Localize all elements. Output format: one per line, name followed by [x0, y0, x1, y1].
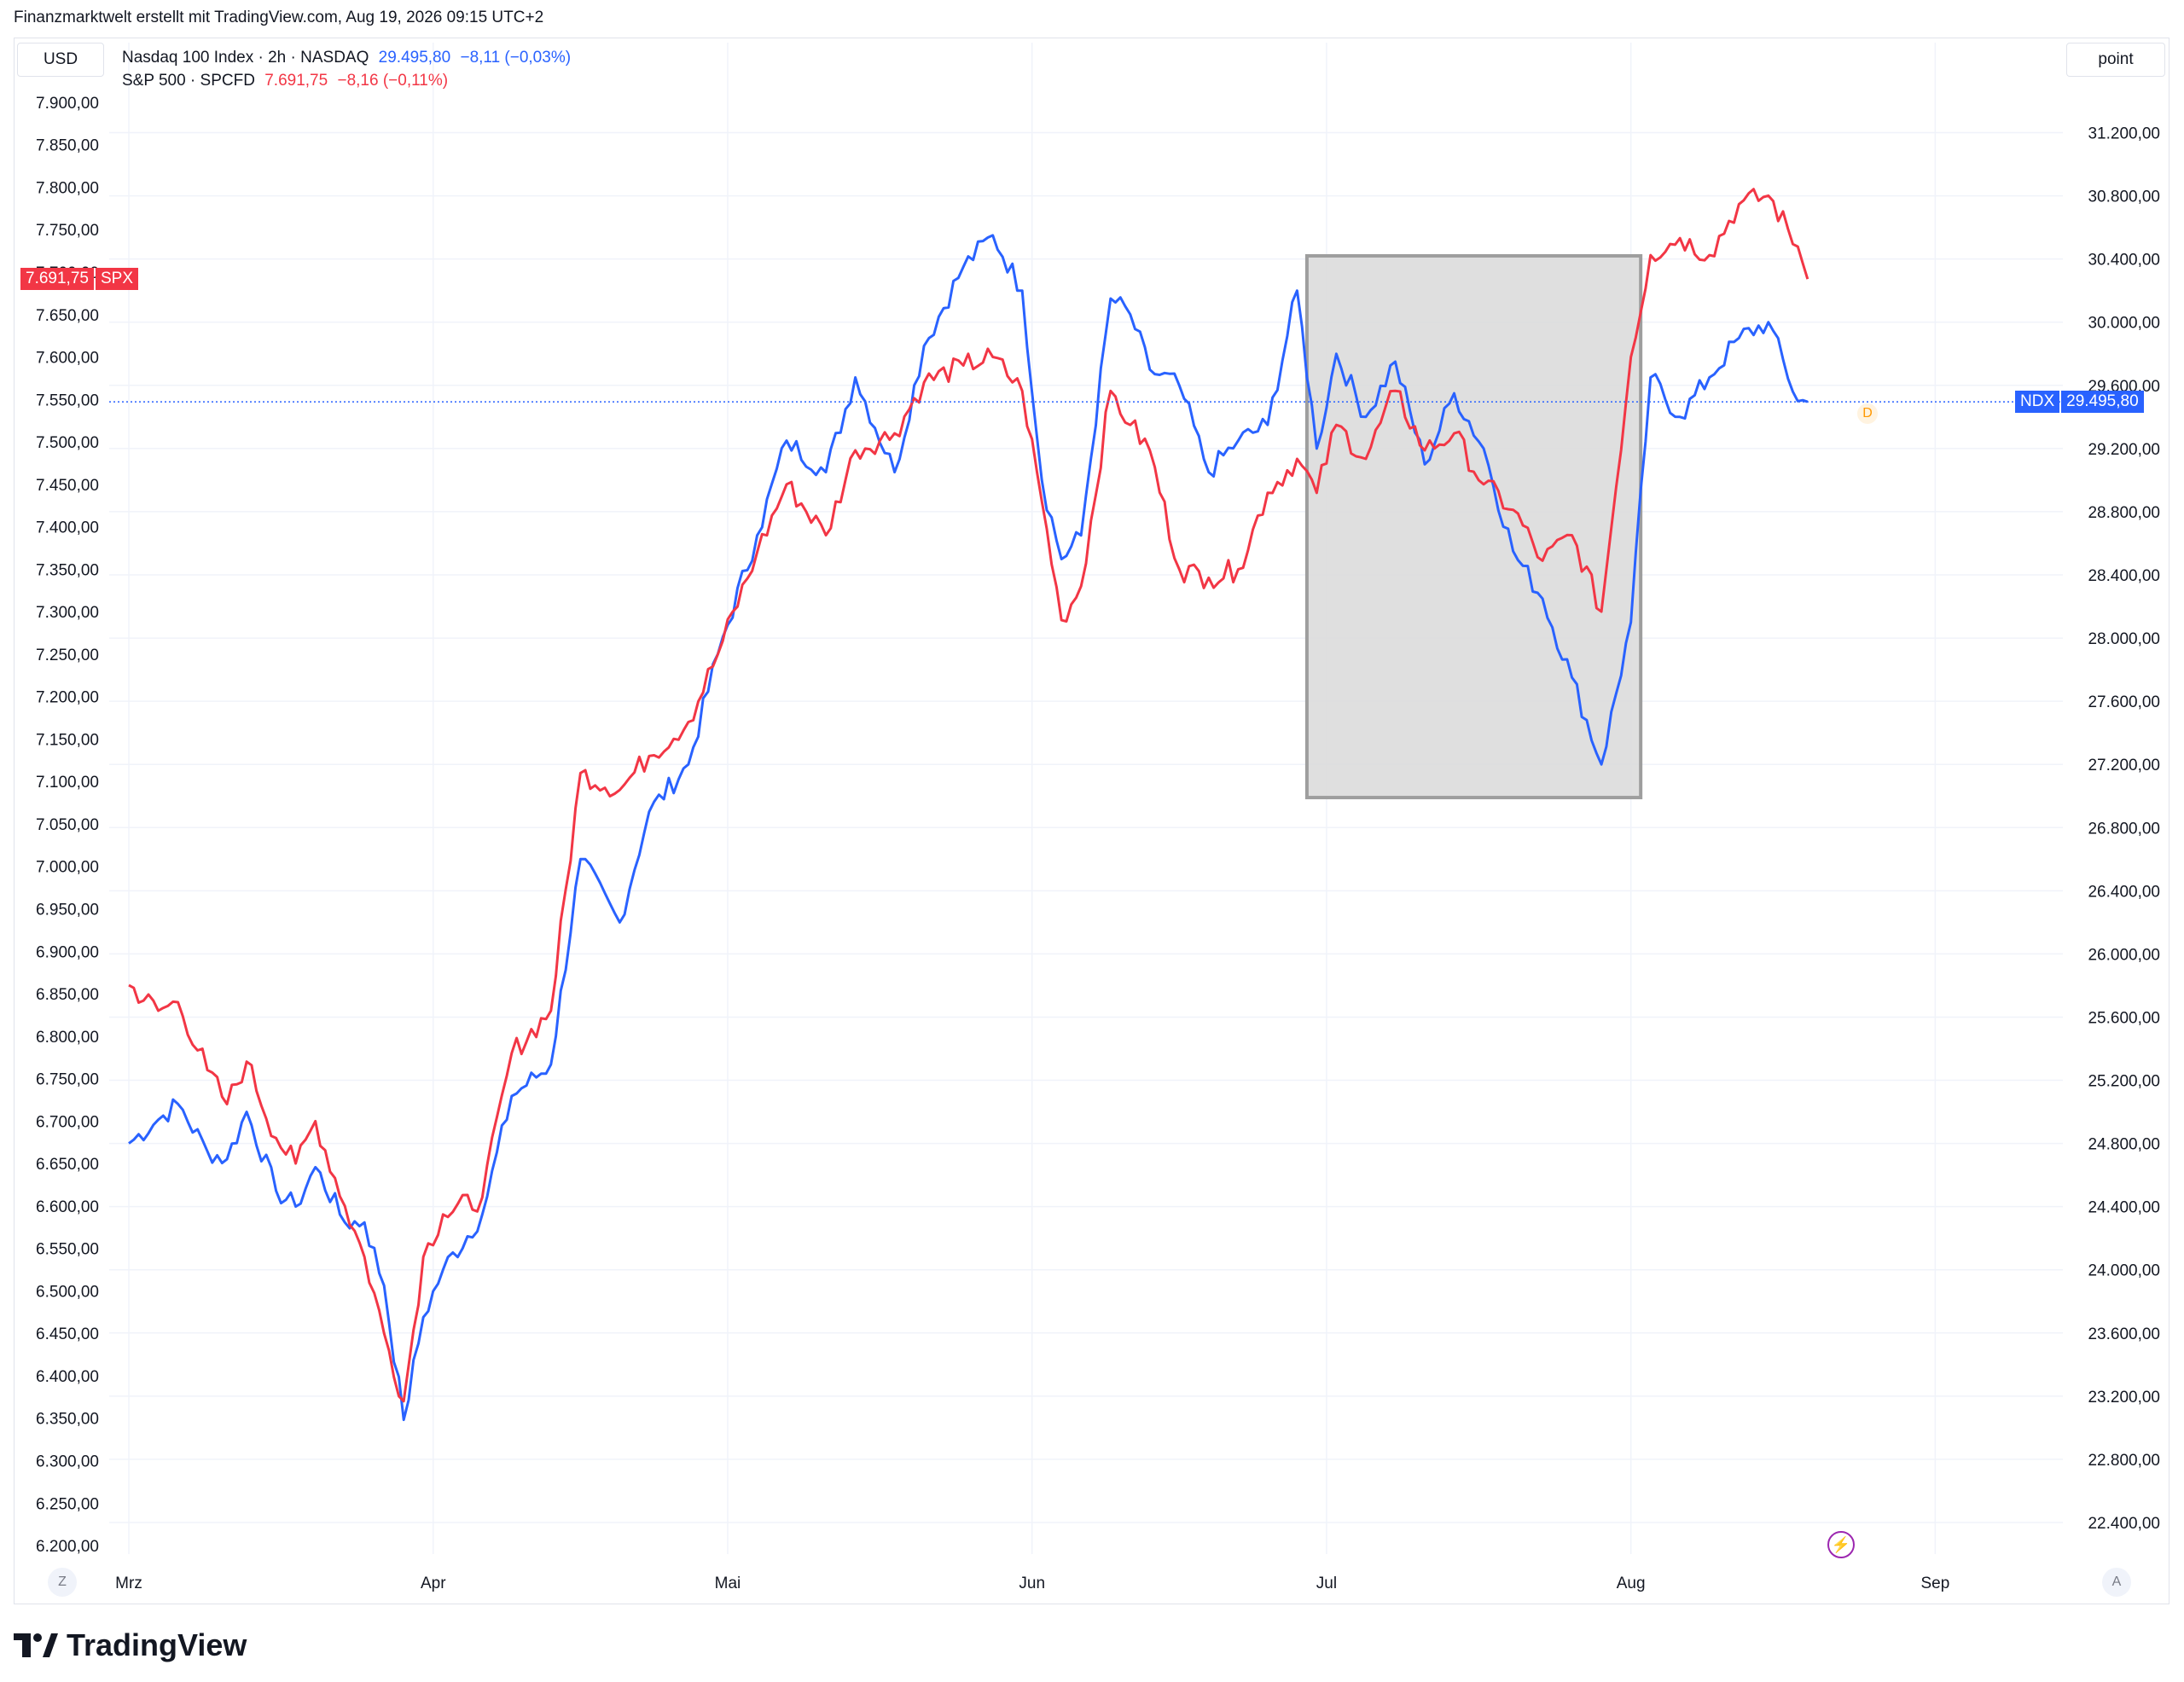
left-tick-label: 6.500,00 — [36, 1283, 99, 1301]
right-tick-label: 26.800,00 — [2088, 820, 2160, 838]
left-tick-label: 6.400,00 — [36, 1368, 99, 1386]
chart-attribution: Finanzmarktwelt erstellt mit TradingView… — [14, 9, 544, 26]
right-tick-label: 27.200,00 — [2088, 757, 2160, 774]
left-tick-label: 6.300,00 — [36, 1453, 99, 1471]
right-tick-label: 28.000,00 — [2088, 630, 2160, 648]
tradingview-logo-text: TradingView — [67, 1627, 247, 1662]
spx-price-badge: 7.691,75 SPX — [20, 268, 138, 291]
x-tick-label: Jul — [1316, 1575, 1337, 1592]
left-tick-label: 7.550,00 — [36, 392, 99, 409]
left-tick-label: 6.700,00 — [36, 1113, 99, 1131]
right-tick-label: 28.400,00 — [2088, 567, 2160, 585]
ndx-line — [128, 234, 1809, 1422]
x-tick-label: Aug — [1617, 1575, 1646, 1592]
left-tick-label: 7.250,00 — [36, 647, 99, 664]
ndx-badge-ticker: NDX — [2015, 391, 2060, 414]
dividend-marker[interactable]: D — [1857, 403, 1878, 425]
right-tick-label: 23.600,00 — [2088, 1325, 2160, 1343]
right-tick-label: 30.800,00 — [2088, 188, 2160, 206]
ndx-price-badge: NDX 29.495,80 — [2015, 391, 2144, 414]
right-tick-label: 22.800,00 — [2088, 1452, 2160, 1470]
left-tick-label: 6.350,00 — [36, 1411, 99, 1429]
left-tick-label: 6.900,00 — [36, 943, 99, 961]
auto-scale-button[interactable]: A — [2102, 1568, 2131, 1597]
tradingview-logo[interactable]: TradingView — [14, 1627, 247, 1663]
highlight-rectangle — [1304, 253, 1643, 800]
time-axis: Mrz Apr Mai Jun Jul Aug Sep — [115, 1575, 1949, 1592]
x-tick-label: Sep — [1920, 1575, 1949, 1592]
legend-spx-value: 7.691,75 — [264, 72, 328, 90]
left-tick-label: 7.850,00 — [36, 137, 99, 155]
right-tick-label: 23.200,00 — [2088, 1389, 2160, 1406]
right-tick-label: 26.400,00 — [2088, 883, 2160, 901]
legend-ndx-change: −8,11 (−0,03%) — [460, 49, 572, 67]
left-tick-label: 7.350,00 — [36, 561, 99, 579]
left-tick-label: 6.550,00 — [36, 1241, 99, 1259]
left-tick-label: 6.950,00 — [36, 902, 99, 919]
right-axis: 31.200,0030.800,0030.400,0030.000,0029.6… — [2088, 125, 2160, 1533]
left-tick-label: 7.450,00 — [36, 477, 99, 495]
legend-spx[interactable]: S&P 500 · SPCFD 7.691,75 −8,16 (−0,11%) — [122, 72, 453, 90]
x-tick-label: Apr — [421, 1575, 446, 1592]
series-lines — [128, 188, 1809, 1422]
right-tick-label: 29.200,00 — [2088, 441, 2160, 459]
ndx-badge-value: 29.495,80 — [2061, 391, 2144, 414]
left-tick-label: 6.750,00 — [36, 1071, 99, 1089]
left-tick-label: 6.600,00 — [36, 1198, 99, 1216]
left-tick-label: 7.300,00 — [36, 604, 99, 622]
left-tick-label: 7.100,00 — [36, 774, 99, 792]
spx-line — [128, 188, 1809, 1403]
spx-badge-value: 7.691,75 — [20, 268, 94, 291]
left-tick-label: 7.600,00 — [36, 350, 99, 368]
right-tick-label: 31.200,00 — [2088, 125, 2160, 143]
tradingview-logo-icon — [14, 1633, 58, 1657]
right-tick-label: 24.400,00 — [2088, 1199, 2160, 1217]
left-tick-label: 7.050,00 — [36, 816, 99, 834]
left-tick-label: 7.750,00 — [36, 222, 99, 240]
left-tick-label: 6.650,00 — [36, 1156, 99, 1174]
right-tick-label: 27.600,00 — [2088, 693, 2160, 711]
right-tick-label: 25.600,00 — [2088, 1009, 2160, 1027]
right-tick-label: 28.800,00 — [2088, 504, 2160, 522]
x-tick-label: Mai — [715, 1575, 741, 1592]
legend-spx-change: −8,16 (−0,11%) — [337, 72, 449, 90]
left-tick-label: 6.450,00 — [36, 1325, 99, 1343]
right-tick-label: 24.000,00 — [2088, 1262, 2160, 1280]
legend-ndx-name: Nasdaq 100 Index · 2h · NASDAQ — [122, 49, 369, 67]
right-tick-label: 22.400,00 — [2088, 1515, 2160, 1533]
right-tick-label: 26.000,00 — [2088, 946, 2160, 964]
highlight-box — [1304, 253, 1643, 800]
legend-spx-name: S&P 500 · SPCFD — [122, 72, 255, 90]
left-tick-label: 6.850,00 — [36, 986, 99, 1004]
right-tick-label: 30.000,00 — [2088, 315, 2160, 333]
x-tick-label: Mrz — [115, 1575, 142, 1592]
left-tick-label: 7.200,00 — [36, 689, 99, 707]
left-axis: 7.900,007.850,007.800,007.750,007.700,00… — [36, 95, 99, 1556]
legend-ndx[interactable]: Nasdaq 100 Index · 2h · NASDAQ 29.495,80… — [122, 49, 576, 67]
right-tick-label: 25.200,00 — [2088, 1073, 2160, 1091]
left-tick-label: 7.900,00 — [36, 95, 99, 113]
zoom-button[interactable]: Z — [48, 1568, 77, 1597]
left-tick-label: 7.650,00 — [36, 307, 99, 325]
right-tick-label: 30.400,00 — [2088, 252, 2160, 270]
x-tick-label: Jun — [1019, 1575, 1045, 1592]
left-tick-label: 7.150,00 — [36, 731, 99, 749]
left-tick-label: 6.250,00 — [36, 1495, 99, 1513]
left-tick-label: 6.800,00 — [36, 1029, 99, 1047]
left-tick-label: 7.500,00 — [36, 434, 99, 452]
right-tick-label: 24.800,00 — [2088, 1136, 2160, 1154]
lightning-icon[interactable]: ⚡ — [1827, 1531, 1855, 1558]
left-tick-label: 7.400,00 — [36, 519, 99, 537]
legend-ndx-value: 29.495,80 — [378, 49, 451, 67]
unit-button[interactable]: point — [2066, 43, 2165, 77]
left-tick-label: 6.200,00 — [36, 1538, 99, 1556]
left-tick-label: 7.000,00 — [36, 859, 99, 877]
grid — [109, 43, 2063, 1554]
spx-badge-ticker: SPX — [95, 268, 138, 291]
currency-button[interactable]: USD — [17, 43, 104, 77]
left-tick-label: 7.800,00 — [36, 179, 99, 197]
chart-frame[interactable] — [14, 38, 2169, 1604]
